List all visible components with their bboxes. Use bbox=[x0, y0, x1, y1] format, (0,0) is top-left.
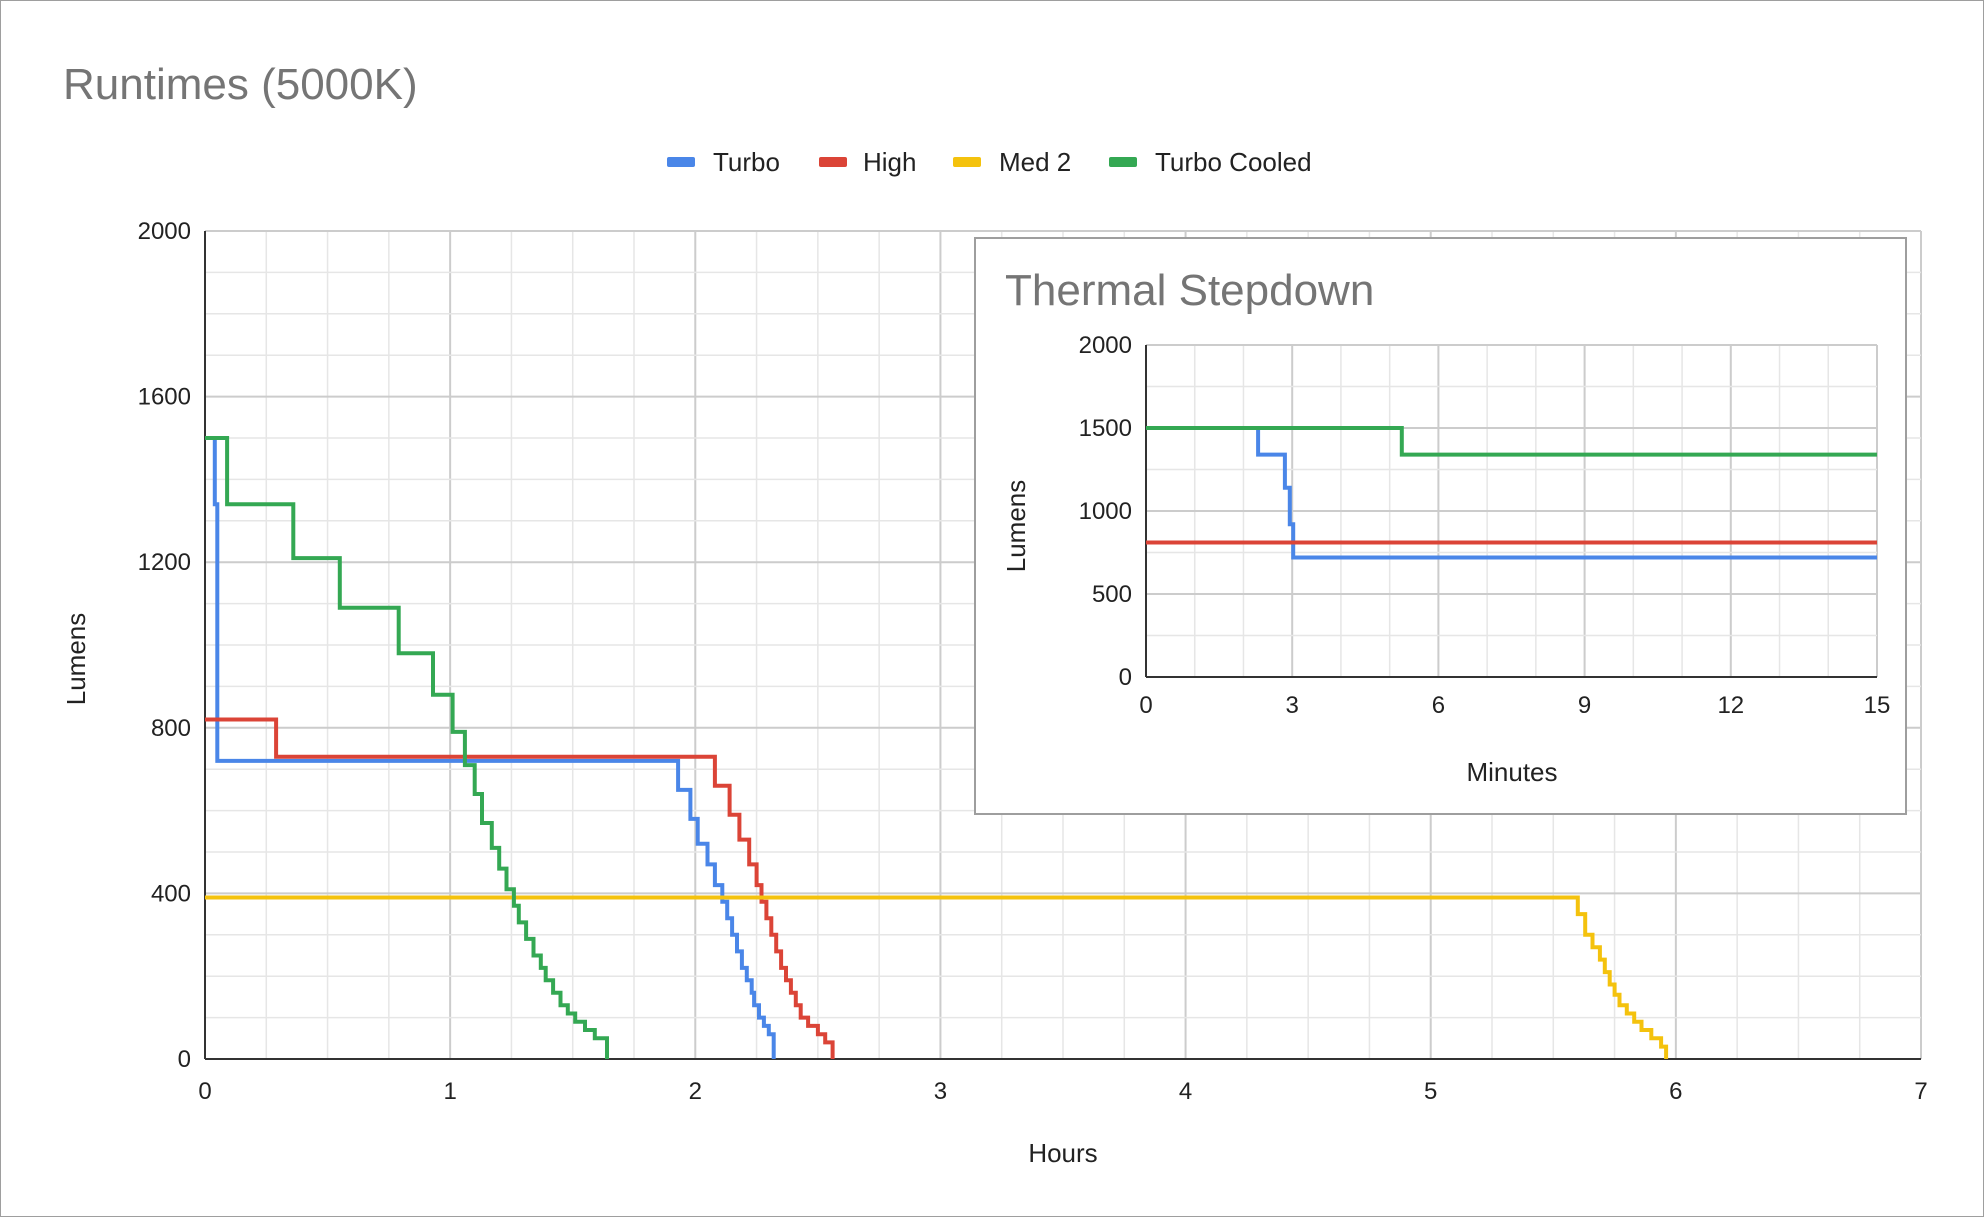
main-y-tick-labels: 0 400 800 1200 1600 2000 bbox=[138, 218, 191, 1073]
inset-y-tick-labels: 0 500 1000 1500 2000 bbox=[1079, 332, 1132, 691]
legend: Turbo High Med 2 Turbo Cooled bbox=[667, 147, 1312, 177]
main-y-tick-label: 2000 bbox=[138, 218, 191, 245]
inset-y-axis-title: Lumens bbox=[1001, 480, 1031, 573]
inset-y-tick-label: 0 bbox=[1119, 664, 1132, 691]
main-y-tick-label: 800 bbox=[151, 715, 191, 742]
legend-label-high: High bbox=[863, 147, 916, 177]
legend-swatch-med2 bbox=[953, 157, 981, 167]
inset-y-tick-label: 2000 bbox=[1079, 332, 1132, 359]
chart-title: Runtimes (5000K) bbox=[63, 60, 418, 109]
legend-swatch-turbo bbox=[667, 157, 695, 167]
main-series-turbo bbox=[205, 436, 776, 1059]
inset-series-lines bbox=[1146, 426, 1877, 560]
main-x-axis-title: Hours bbox=[1028, 1138, 1097, 1168]
inset-x-tick-label: 0 bbox=[1139, 692, 1152, 719]
main-x-tick-label: 3 bbox=[934, 1078, 947, 1105]
inset-x-tick-label: 6 bbox=[1432, 692, 1445, 719]
main-x-tick-label: 0 bbox=[198, 1078, 211, 1105]
inset-chart-box bbox=[974, 237, 1907, 815]
main-x-tick-label: 2 bbox=[689, 1078, 702, 1105]
main-y-tick-label: 1600 bbox=[138, 384, 191, 411]
main-y-axis-title: Lumens bbox=[61, 613, 91, 706]
inset-series-turbo-cooled bbox=[1146, 426, 1877, 457]
main-x-tick-label: 1 bbox=[443, 1078, 456, 1105]
main-series-med-2 bbox=[205, 895, 1669, 1059]
inset-y-tick-label: 1500 bbox=[1079, 415, 1132, 442]
inset-x-tick-label: 15 bbox=[1864, 692, 1891, 719]
legend-swatch-high bbox=[819, 157, 847, 167]
main-x-tick-label: 6 bbox=[1669, 1078, 1682, 1105]
main-y-tick-label: 1200 bbox=[138, 549, 191, 576]
legend-swatch-turbo-cooled bbox=[1109, 157, 1137, 167]
inset-gridlines bbox=[1145, 344, 1878, 678]
main-series-lines bbox=[205, 436, 1669, 1059]
inset-x-tick-labels: 0 3 6 9 12 15 bbox=[1139, 692, 1890, 719]
inset-x-axis-title: Minutes bbox=[1466, 757, 1557, 787]
legend-label-turbo: Turbo bbox=[713, 147, 780, 177]
main-series-turbo-cooled bbox=[205, 436, 609, 1059]
inset-chart-title: Thermal Stepdown bbox=[1005, 266, 1374, 315]
main-x-tick-label: 4 bbox=[1179, 1078, 1192, 1105]
inset-y-tick-label: 1000 bbox=[1079, 498, 1132, 525]
legend-label-turbo-cooled: Turbo Cooled bbox=[1155, 147, 1312, 177]
inset-y-tick-label: 500 bbox=[1092, 581, 1132, 608]
main-y-tick-label: 0 bbox=[178, 1046, 191, 1073]
main-x-tick-labels: 0 1 2 3 4 5 6 7 bbox=[198, 1078, 1927, 1105]
main-x-tick-label: 5 bbox=[1424, 1078, 1437, 1105]
inset-x-tick-label: 3 bbox=[1286, 692, 1299, 719]
inset-x-tick-label: 9 bbox=[1578, 692, 1591, 719]
legend-label-med2: Med 2 bbox=[999, 147, 1071, 177]
main-x-tick-label: 7 bbox=[1914, 1078, 1927, 1105]
main-series-high bbox=[205, 717, 835, 1059]
inset-x-tick-label: 12 bbox=[1717, 692, 1744, 719]
main-y-tick-label: 400 bbox=[151, 880, 191, 907]
